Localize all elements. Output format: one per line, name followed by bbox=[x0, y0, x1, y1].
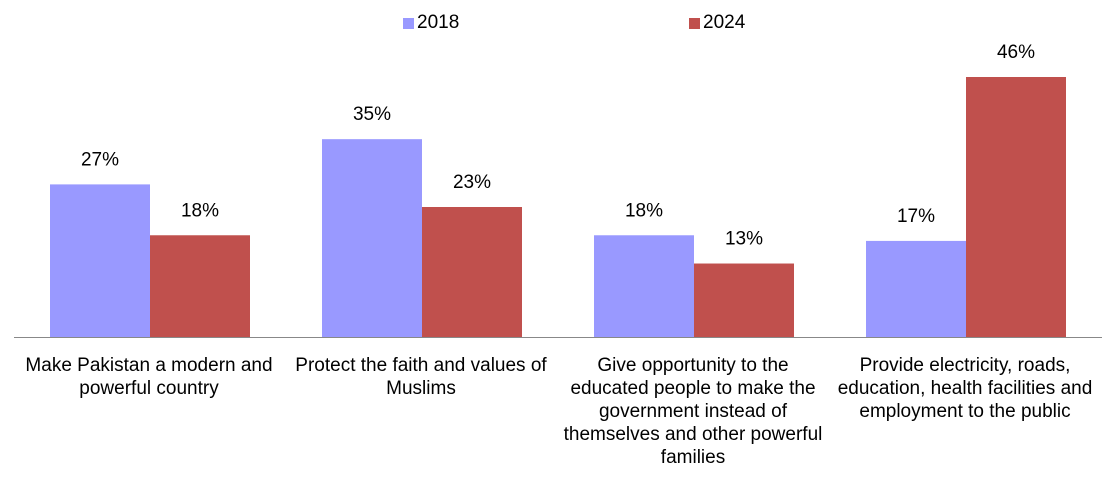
legend-swatch-2024 bbox=[689, 17, 700, 29]
bar-2024-cat2 bbox=[422, 207, 522, 337]
data-label-2024-cat2: 23% bbox=[453, 172, 491, 193]
bar-2018-cat3 bbox=[594, 235, 694, 337]
bar-2024-cat4 bbox=[966, 77, 1066, 337]
legend: 2018 2024 bbox=[0, 12, 1103, 36]
data-label-2018-cat2: 35% bbox=[353, 104, 391, 125]
legend-item-2024: 2024 bbox=[689, 12, 745, 34]
category-label-modern-country: Make Pakistan a modern and powerful coun… bbox=[25, 355, 273, 399]
legend-label-2024: 2024 bbox=[703, 12, 746, 33]
bar-2018-cat4 bbox=[866, 240, 966, 337]
data-label-2018-cat1: 27% bbox=[81, 149, 119, 170]
data-label-2024-cat3: 13% bbox=[725, 229, 763, 250]
data-label-2024-cat4: 46% bbox=[997, 42, 1035, 63]
bar-2018-cat2 bbox=[322, 139, 422, 337]
bar-2018-cat1 bbox=[50, 184, 150, 337]
category-label-educated-people: Give opportunity to the educated people … bbox=[563, 355, 823, 468]
bar-2024-cat3 bbox=[694, 263, 794, 337]
legend-item-2018: 2018 bbox=[403, 12, 459, 34]
legend-label-2018: 2018 bbox=[417, 12, 460, 33]
data-label-2024-cat1: 18% bbox=[181, 200, 219, 221]
bar-2024-cat1 bbox=[150, 235, 250, 337]
category-label-public-services: Provide electricity, roads, education, h… bbox=[837, 355, 1093, 422]
category-label-protect-faith: Protect the faith and values of Muslims bbox=[295, 355, 547, 399]
data-label-2018-cat3: 18% bbox=[625, 200, 663, 221]
data-label-2018-cat4: 17% bbox=[897, 206, 935, 227]
legend-swatch-2018 bbox=[403, 17, 414, 29]
